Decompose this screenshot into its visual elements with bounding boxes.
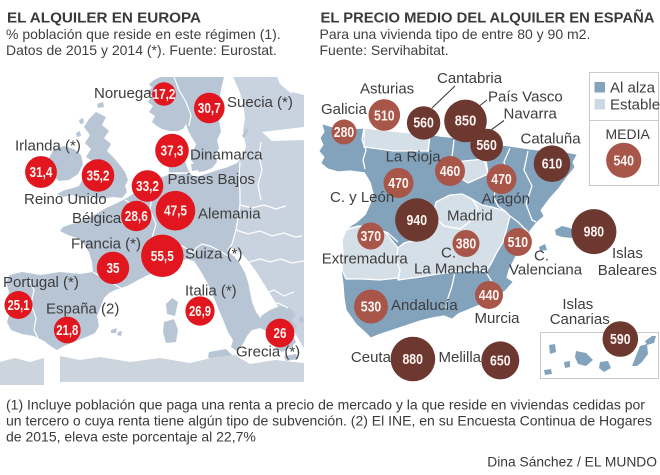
- svg-text:Suecia (*): Suecia (*): [227, 94, 293, 111]
- svg-text:EL ALQUILER EN EUROPA: EL ALQUILER EN EUROPA: [7, 10, 201, 27]
- svg-text:Al alza: Al alza: [610, 80, 656, 97]
- svg-text:610: 610: [542, 156, 563, 173]
- svg-text:Datos de 2015 y 2014 (*). Fuen: Datos de 2015 y 2014 (*). Fuente: Eurost…: [6, 42, 277, 58]
- svg-text:de 2015, eleva este porcentaje: de 2015, eleva este porcentaje al 22,7%: [6, 429, 256, 445]
- svg-text:Cantabria: Cantabria: [437, 70, 503, 87]
- svg-text:La Rioja: La Rioja: [386, 149, 442, 166]
- svg-text:Para una vivienda tipo de entr: Para una vivienda tipo de entre 80 y 90 …: [320, 26, 591, 42]
- svg-text:Francia (*): Francia (*): [71, 236, 141, 253]
- svg-text:C.: C.: [534, 248, 549, 265]
- svg-text:Suiza (*): Suiza (*): [185, 246, 243, 263]
- svg-text:Italia (*): Italia (*): [185, 283, 237, 300]
- svg-text:850: 850: [455, 113, 477, 130]
- svg-text:Andalucía: Andalucía: [391, 297, 458, 314]
- svg-text:Bélgica: Bélgica: [72, 210, 122, 227]
- svg-text:25,1: 25,1: [8, 298, 30, 314]
- svg-text:30,7: 30,7: [198, 101, 221, 117]
- svg-text:EL PRECIO MEDIO DEL ALQUILER E: EL PRECIO MEDIO DEL ALQUILER EN ESPAÑA: [321, 9, 655, 27]
- svg-text:33,2: 33,2: [136, 179, 159, 195]
- svg-text:21,8: 21,8: [56, 323, 78, 339]
- svg-text:Alemania: Alemania: [198, 206, 261, 223]
- svg-text:940: 940: [407, 212, 428, 229]
- svg-text:Galicia: Galicia: [321, 101, 368, 118]
- svg-text:Canarias: Canarias: [550, 311, 610, 328]
- svg-text:Extremadura: Extremadura: [322, 251, 409, 268]
- svg-text:Ceuta: Ceuta: [351, 349, 392, 366]
- svg-text:35: 35: [107, 261, 120, 277]
- svg-text:540: 540: [613, 152, 634, 169]
- svg-text:560: 560: [476, 137, 497, 154]
- svg-text:590: 590: [610, 331, 631, 348]
- svg-text:Fuente: Servihabitat.: Fuente: Servihabitat.: [320, 42, 449, 58]
- svg-text:Reino Unido: Reino Unido: [24, 191, 107, 208]
- svg-text:La Mancha: La Mancha: [414, 261, 489, 278]
- svg-text:(1) Incluye población que paga: (1) Incluye población que paga una renta…: [6, 397, 645, 413]
- svg-text:Asturias: Asturias: [360, 80, 414, 97]
- svg-text:31,4: 31,4: [30, 165, 53, 181]
- svg-text:Aragón: Aragón: [482, 190, 530, 207]
- svg-text:Portugal (*): Portugal (*): [3, 274, 79, 291]
- svg-text:C.: C.: [441, 245, 456, 262]
- svg-text:Grecia (*): Grecia (*): [236, 344, 300, 361]
- svg-text:% población que reside en este: % población que reside en este régimen (…: [6, 26, 281, 42]
- svg-text:26: 26: [274, 326, 287, 342]
- svg-text:560: 560: [413, 115, 434, 132]
- svg-text:Melilla: Melilla: [439, 349, 482, 366]
- svg-text:470: 470: [491, 171, 512, 188]
- svg-text:MEDIA: MEDIA: [606, 126, 651, 142]
- svg-text:35,2: 35,2: [87, 169, 110, 185]
- svg-text:Murcia: Murcia: [475, 310, 521, 327]
- svg-text:Cataluña: Cataluña: [521, 131, 582, 148]
- svg-text:980: 980: [584, 223, 605, 240]
- svg-text:460: 460: [440, 163, 461, 180]
- svg-text:Países Bajos: Países Bajos: [168, 171, 256, 188]
- svg-text:C. y León: C. y León: [330, 189, 394, 206]
- svg-text:370: 370: [361, 228, 382, 245]
- svg-text:Dina Sánchez / EL MUNDO: Dina Sánchez / EL MUNDO: [487, 455, 657, 470]
- svg-text:Madrid: Madrid: [447, 208, 493, 225]
- svg-text:Valenciana: Valenciana: [509, 262, 583, 279]
- svg-text:530: 530: [361, 298, 382, 315]
- svg-text:País Vasco: País Vasco: [488, 88, 563, 105]
- svg-text:Navarra: Navarra: [504, 106, 558, 123]
- svg-text:Dinamarca: Dinamarca: [190, 147, 263, 164]
- svg-text:650: 650: [490, 353, 511, 370]
- svg-text:un tercero o cuya renta tiene: un tercero o cuya renta tiene algún tipo…: [6, 413, 652, 429]
- svg-text:440: 440: [479, 287, 500, 304]
- svg-text:Islas: Islas: [562, 296, 593, 313]
- svg-text:510: 510: [374, 107, 395, 124]
- svg-text:España (2): España (2): [46, 301, 119, 318]
- svg-text:880: 880: [402, 351, 423, 368]
- svg-text:47,5: 47,5: [164, 204, 187, 220]
- svg-text:280: 280: [334, 124, 355, 141]
- svg-text:Islas: Islas: [612, 245, 643, 262]
- svg-text:Baleares: Baleares: [598, 262, 657, 279]
- svg-text:380: 380: [456, 235, 477, 252]
- svg-text:Noruega: Noruega: [94, 85, 152, 102]
- svg-text:510: 510: [508, 234, 529, 251]
- svg-text:28,6: 28,6: [125, 209, 148, 225]
- svg-text:Estable: Estable: [610, 97, 660, 114]
- svg-text:37,3: 37,3: [161, 144, 184, 160]
- svg-text:26,9: 26,9: [189, 304, 211, 320]
- svg-text:55,5: 55,5: [151, 249, 174, 265]
- svg-text:17,2: 17,2: [153, 87, 176, 103]
- svg-text:470: 470: [388, 175, 409, 192]
- svg-text:Irlanda (*): Irlanda (*): [15, 138, 81, 155]
